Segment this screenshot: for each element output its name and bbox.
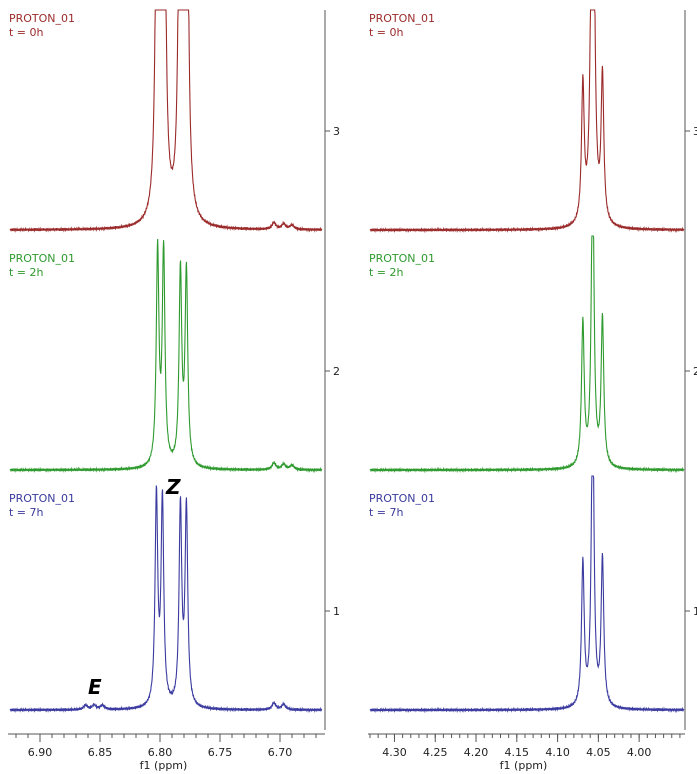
x-tick-label: 6.70 [268, 746, 293, 759]
y-tick-label: 2 [333, 365, 340, 378]
spectrum-line-1-2 [369, 475, 685, 714]
x-axis-label: f1 (ppm) [500, 759, 548, 772]
series-time-label: t = 2h [369, 266, 404, 279]
series-time-label: t = 0h [9, 26, 44, 39]
series-name-label: PROTON_01 [369, 492, 435, 505]
y-tick-label: 2 [693, 365, 697, 378]
x-tick-label: 4.30 [382, 746, 407, 759]
series-time-label: t = 0h [369, 26, 404, 39]
series-name-label: PROTON_01 [9, 252, 75, 265]
x-tick-label: 4.10 [545, 746, 570, 759]
annotation-e: E [88, 675, 102, 699]
series-name-label: PROTON_01 [369, 12, 435, 25]
series-name-label: PROTON_01 [9, 12, 75, 25]
x-tick-label: 6.75 [208, 746, 233, 759]
x-tick-label: 6.90 [28, 746, 53, 759]
y-tick-label: 3 [333, 125, 340, 138]
spectrum-line-0-0 [9, 9, 323, 233]
x-tick-label: 4.00 [627, 746, 652, 759]
x-tick-label: 6.80 [148, 746, 173, 759]
spectrum-line-0-2 [9, 485, 323, 714]
series-time-label: t = 7h [369, 506, 404, 519]
series-time-label: t = 7h [9, 506, 44, 519]
x-tick-label: 4.25 [423, 746, 448, 759]
spectrum-line-0-1 [9, 239, 323, 474]
y-tick-label: 1 [693, 605, 697, 618]
x-axis-label: f1 (ppm) [140, 759, 188, 772]
x-tick-label: 4.05 [586, 746, 611, 759]
series-name-label: PROTON_01 [9, 492, 75, 505]
x-tick-label: 6.85 [88, 746, 113, 759]
x-tick-label: 4.20 [464, 746, 489, 759]
spectrum-line-1-1 [369, 235, 685, 474]
annotation-z: Z [165, 475, 181, 499]
y-tick-label: 1 [333, 605, 340, 618]
y-tick-label: 3 [693, 125, 697, 138]
spectrum-line-1-0 [369, 9, 685, 234]
series-time-label: t = 2h [9, 266, 44, 279]
x-tick-label: 4.15 [505, 746, 530, 759]
series-name-label: PROTON_01 [369, 252, 435, 265]
